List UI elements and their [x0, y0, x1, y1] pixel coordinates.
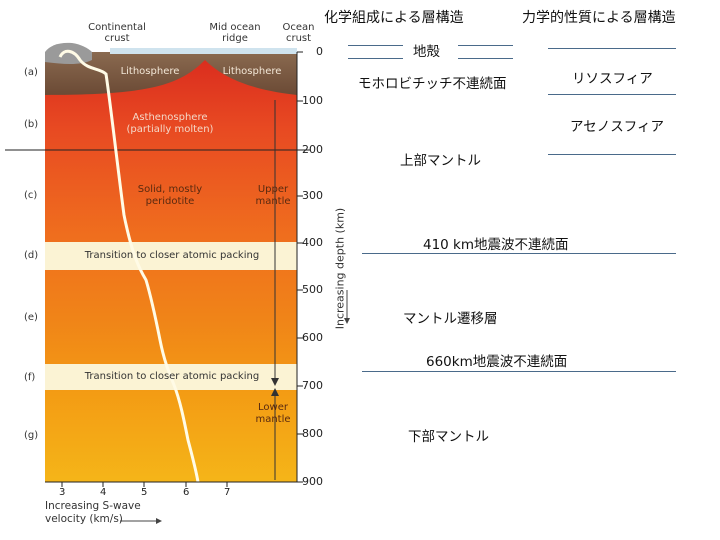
lithosphere-left-label: Lithosphere: [120, 66, 180, 77]
velocity-tick-4: 4: [100, 487, 107, 498]
solid-peridotite-label: Solid, mostly peridotite: [137, 184, 203, 207]
depth-tick-200: 200: [302, 143, 323, 156]
lower-mantle-jp-label: 下部マントル: [408, 429, 489, 445]
lower-mantle-label: Lower mantle: [255, 402, 291, 425]
crust-line-right: [458, 45, 513, 46]
depth-tick-600: 600: [302, 331, 323, 344]
lithosphere-right-label: Lithosphere: [222, 66, 282, 77]
header-mechanical: 力学的性質による層構造: [522, 10, 676, 26]
depth-axis-label: Increasing depth (km): [333, 207, 347, 330]
lithosphere-jp-label: リソスフィア: [572, 71, 653, 87]
lithosphere-base-rule: [548, 94, 676, 95]
velocity-tick-7: 7: [224, 487, 231, 498]
moho-label: モホロビチッチ不連続面: [358, 76, 507, 92]
depth-tick-100: 100: [302, 94, 323, 107]
transition-band-d: [45, 242, 297, 270]
s-wave-velocity-curve: [58, 49, 200, 483]
row-letter-d: (d): [24, 250, 39, 261]
crust-line-left: [348, 45, 403, 46]
row-letter-e: (e): [24, 312, 38, 323]
crust-line-left-lower: [348, 58, 403, 59]
upper-mantle-label: Upper mantle: [255, 184, 291, 207]
crust-label: 地殻: [413, 44, 440, 60]
row-letter-a: (a): [24, 67, 38, 78]
depth-tick-700: 700: [302, 379, 323, 392]
depth-tick-300: 300: [302, 189, 323, 202]
d410-label: 410 km地震波不連続面: [423, 237, 569, 253]
asthenosphere-label: Asthenosphere (partially molten): [126, 112, 214, 135]
row-letter-b: (b): [24, 119, 39, 130]
depth-tick-800: 800: [302, 427, 323, 440]
d410-rule: [362, 253, 676, 254]
transition-zone-label: マントル遷移層: [403, 311, 498, 327]
continental-crust-label: Continental crust: [88, 22, 146, 44]
ocean-surface: [110, 48, 297, 54]
asthenosphere-jp-label: アセノスフィア: [570, 119, 664, 135]
d660-label: 660km地震波不連続面: [426, 354, 568, 370]
asthenosphere-base-rule: [548, 154, 676, 155]
depth-tick-0: 0: [316, 45, 323, 58]
d660-rule: [362, 371, 676, 372]
depth-tick-900: 900: [302, 475, 323, 488]
row-letter-c: (c): [24, 190, 38, 201]
header-chemical: 化学組成による層構造: [324, 10, 464, 26]
depth-tick-500: 500: [302, 283, 323, 296]
row-letter-f: (f): [24, 372, 36, 383]
velocity-tick-3: 3: [59, 487, 66, 498]
crust-line-right-lower: [458, 58, 513, 59]
transition-d-label: Transition to closer atomic packing: [84, 250, 260, 261]
depth-tick-400: 400: [302, 236, 323, 249]
upper-mantle-jp-label: 上部マントル: [400, 153, 481, 169]
transition-f-label: Transition to closer atomic packing: [84, 371, 260, 382]
velocity-tick-6: 6: [183, 487, 190, 498]
mid-ocean-ridge-label: Mid ocean ridge: [209, 22, 261, 44]
continental-crust-shape: [45, 42, 92, 64]
mechanical-top-line: [548, 48, 676, 49]
row-letter-g: (g): [24, 430, 39, 441]
velocity-axis-label: Increasing S-wave velocity (km/s): [45, 500, 141, 525]
ocean-crust-label: Ocean crust: [282, 22, 315, 44]
velocity-tick-5: 5: [141, 487, 148, 498]
